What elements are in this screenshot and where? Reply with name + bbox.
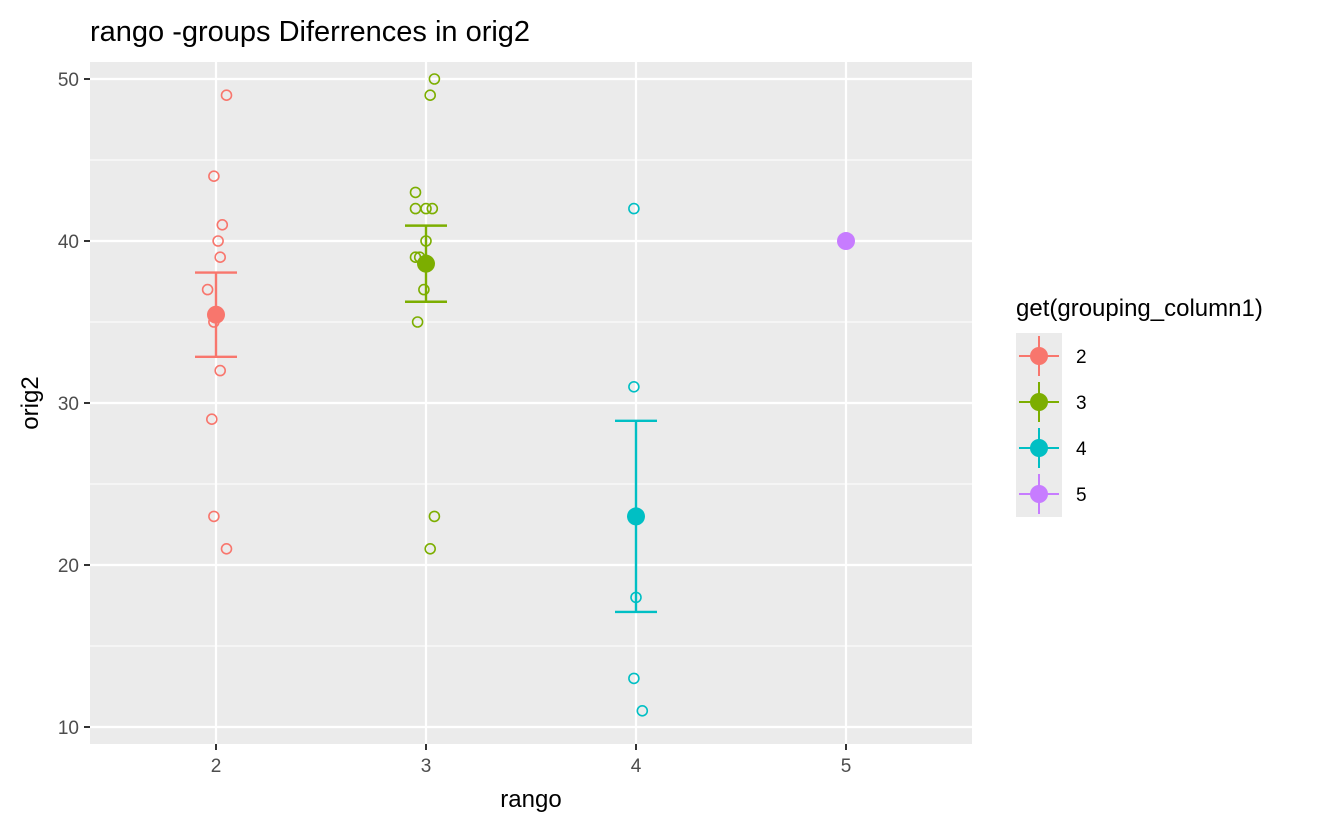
legend-item-3: 3 bbox=[1016, 379, 1087, 425]
legend-item-4: 4 bbox=[1016, 425, 1087, 471]
data-point bbox=[428, 510, 441, 523]
data-point bbox=[628, 202, 640, 215]
legend-label: 3 bbox=[1076, 393, 1087, 414]
data-point bbox=[208, 510, 220, 523]
legend-key-dot bbox=[1030, 393, 1048, 411]
data-point bbox=[201, 283, 214, 296]
x-tick-label: 5 bbox=[841, 756, 852, 777]
x-tick-label: 2 bbox=[211, 756, 222, 777]
y-tick-label: 50 bbox=[58, 70, 79, 91]
group-3 bbox=[405, 73, 447, 555]
mean-point bbox=[627, 507, 645, 526]
data-point bbox=[636, 704, 649, 717]
y-axis-title: orig2 bbox=[17, 376, 44, 429]
legend-label: 2 bbox=[1076, 347, 1087, 368]
y-tick-label: 30 bbox=[58, 394, 79, 415]
legend-label: 5 bbox=[1076, 485, 1087, 506]
data-point bbox=[428, 73, 441, 85]
mean-point bbox=[837, 232, 855, 251]
data-point bbox=[212, 235, 224, 247]
legend-item-2: 2 bbox=[1016, 333, 1087, 379]
y-tick-label: 10 bbox=[58, 718, 79, 739]
y-tick-label: 20 bbox=[58, 556, 79, 577]
legend-key-dot bbox=[1030, 485, 1048, 503]
data-point bbox=[424, 542, 437, 555]
legend-item-5: 5 bbox=[1016, 471, 1087, 517]
data-point bbox=[628, 381, 640, 393]
legend-label: 4 bbox=[1076, 439, 1087, 460]
data-point bbox=[214, 364, 226, 377]
grid-major bbox=[90, 62, 972, 744]
mean-point bbox=[207, 305, 225, 324]
mean-point bbox=[417, 254, 435, 273]
data-point bbox=[216, 219, 229, 231]
y-axis: 10 20 30 40 50 bbox=[58, 70, 90, 739]
chart-title: rango -groups Diferrences in orig2 bbox=[90, 16, 530, 48]
data-point bbox=[208, 170, 220, 183]
x-tick-label: 4 bbox=[631, 756, 642, 777]
group-5 bbox=[837, 232, 855, 251]
legend-key-dot bbox=[1030, 347, 1048, 365]
data-point bbox=[424, 89, 437, 102]
x-axis-title: rango bbox=[500, 786, 561, 813]
grid-minor bbox=[90, 159, 972, 647]
legend-title: get(grouping_column1) bbox=[1016, 295, 1263, 322]
data-point bbox=[214, 251, 226, 264]
legend-key-dot bbox=[1030, 439, 1048, 457]
x-tick-label: 3 bbox=[421, 756, 432, 777]
data-point bbox=[220, 89, 233, 102]
group-4 bbox=[615, 202, 657, 717]
data-point bbox=[426, 202, 439, 215]
data-point bbox=[411, 316, 424, 328]
data-marks bbox=[195, 73, 855, 717]
data-point bbox=[420, 202, 432, 215]
group-2 bbox=[195, 89, 237, 555]
data-point bbox=[206, 413, 218, 425]
data-point bbox=[418, 283, 430, 296]
data-point bbox=[628, 672, 640, 685]
y-tick-label: 40 bbox=[58, 232, 79, 253]
legend: get(grouping_column1) 2 3 4 5 bbox=[1016, 295, 1263, 517]
data-point bbox=[409, 186, 422, 199]
x-axis: 2 3 4 5 bbox=[211, 744, 852, 777]
data-point bbox=[220, 542, 233, 555]
